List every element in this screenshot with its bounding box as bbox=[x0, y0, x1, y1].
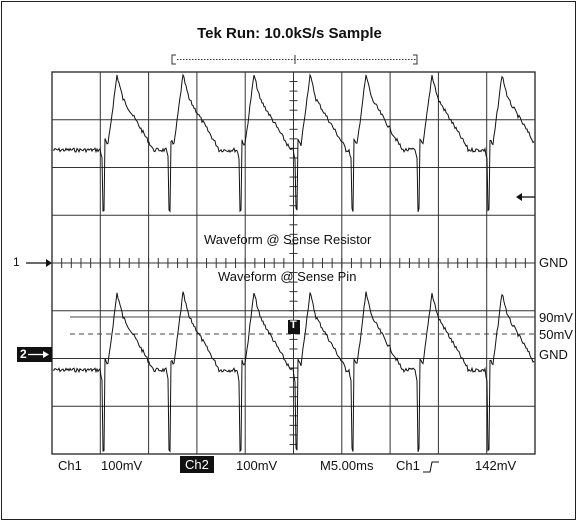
ch1-readout: Ch1 bbox=[58, 458, 82, 473]
ch1-scale-readout: 100mV bbox=[101, 458, 143, 473]
rising-edge-icon bbox=[423, 461, 439, 473]
timebase-readout: M5.00ms bbox=[320, 458, 374, 473]
level-50mv-label: 50mV bbox=[539, 327, 573, 342]
sense-pin-waveform bbox=[52, 291, 535, 453]
ch2-readout: Ch2 bbox=[180, 456, 214, 473]
ch1-ground-marker bbox=[26, 259, 52, 267]
trigger-source-readout: Ch1 bbox=[396, 458, 420, 473]
ch2-scale-readout: 100mV bbox=[236, 458, 278, 473]
record-bracket bbox=[171, 54, 418, 65]
ch2-ground-marker bbox=[17, 347, 52, 362]
level-90mv-label: 90mV bbox=[539, 310, 573, 325]
trigger-position-box bbox=[288, 320, 300, 334]
sense-resistor-waveform bbox=[52, 73, 535, 213]
trigger-level-arrow bbox=[516, 193, 535, 201]
ch2-marker-label: 2 bbox=[20, 347, 27, 361]
trigger-level-readout: 142mV bbox=[475, 458, 517, 473]
scope-title: Tek Run: 10.0kS/s Sample bbox=[197, 25, 382, 42]
gnd-label-ch1: GND bbox=[539, 255, 568, 270]
graticule bbox=[51, 71, 536, 455]
sense-pin-label: Waveform @ Sense Pin bbox=[218, 269, 357, 284]
gnd-label-ch2: GND bbox=[539, 347, 568, 362]
trigger-position-label: T bbox=[290, 319, 297, 331]
ch1-marker-label: 1 bbox=[13, 255, 20, 269]
sense-resistor-label: Waveform @ Sense Resistor bbox=[204, 232, 372, 247]
